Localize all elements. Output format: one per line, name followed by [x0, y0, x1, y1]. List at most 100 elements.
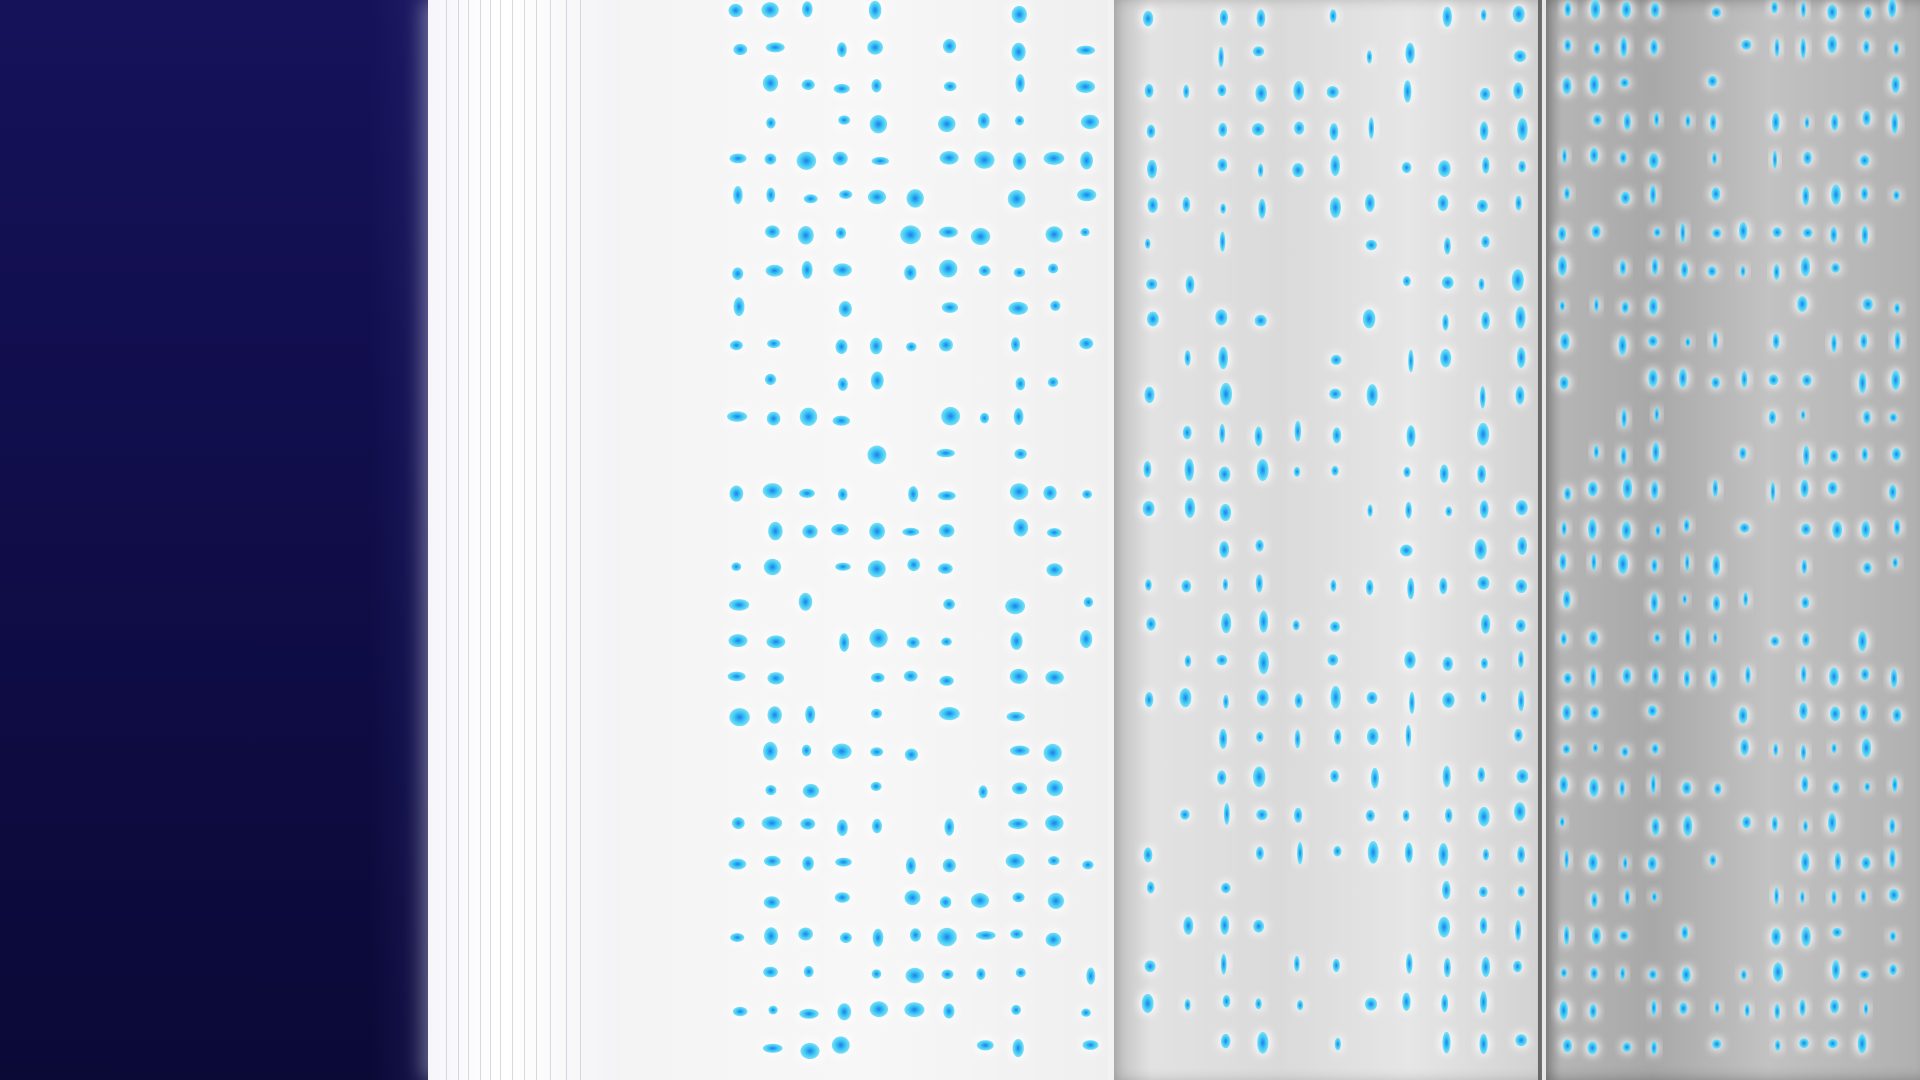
- glowing-dot-glyph: [805, 706, 815, 724]
- glowing-dot-glyph: [1620, 37, 1627, 58]
- glowing-dot-glyph: [1654, 228, 1661, 237]
- glowing-dot-glyph: [1563, 744, 1571, 754]
- glowing-dot-glyph: [1622, 301, 1629, 313]
- glowing-dot-glyph: [1256, 809, 1267, 820]
- glowing-dot-glyph: [1861, 668, 1869, 680]
- glowing-dot-glyph: [1005, 598, 1025, 614]
- glowing-dot-glyph: [835, 858, 852, 867]
- glowing-dot-glyph: [1518, 161, 1526, 173]
- glowing-dot-glyph: [1679, 368, 1687, 388]
- glowing-dot-glyph: [1481, 9, 1487, 21]
- glowing-dot-glyph: [1714, 783, 1722, 794]
- glowing-dot-glyph: [732, 817, 745, 829]
- glowing-dot-glyph: [867, 40, 883, 55]
- glowing-dot-glyph: [1514, 802, 1526, 821]
- glowing-dot-glyph: [1892, 557, 1898, 568]
- glowing-dot-glyph: [832, 744, 852, 760]
- glowing-dot-glyph: [1648, 705, 1657, 716]
- glowing-dot-glyph: [1889, 889, 1899, 902]
- glowing-dot-glyph: [1893, 190, 1900, 200]
- glowing-dot-glyph: [802, 525, 817, 539]
- glowing-dot-glyph: [1514, 729, 1523, 742]
- glowing-dot-glyph: [1010, 929, 1023, 939]
- glowing-dot-glyph: [763, 75, 778, 92]
- glowing-dot-glyph: [1708, 76, 1718, 87]
- glowing-dot-glyph: [1564, 926, 1570, 946]
- glowing-dot-glyph: [1442, 314, 1448, 330]
- glowing-dot-glyph: [767, 672, 784, 684]
- glowing-dot-glyph: [1405, 43, 1414, 64]
- glowing-dot-glyph: [1588, 481, 1598, 496]
- glowing-dot-glyph: [1047, 528, 1062, 537]
- glowing-dot-glyph: [1564, 487, 1571, 500]
- glowing-dot-glyph: [1440, 465, 1449, 483]
- glowing-dot-glyph: [1013, 1039, 1024, 1057]
- glowing-dot-glyph: [835, 892, 850, 903]
- glowing-dot-glyph: [733, 44, 747, 55]
- glowing-dot-glyph: [1334, 729, 1341, 745]
- glowing-dot-glyph: [939, 707, 960, 720]
- glowing-dot-glyph: [939, 338, 953, 351]
- glowing-dot-glyph: [1654, 112, 1659, 126]
- glowing-dot-glyph: [1297, 842, 1303, 865]
- glowing-dot-glyph: [1256, 847, 1264, 860]
- glowing-dot-glyph: [1889, 964, 1897, 975]
- glowing-dot-glyph: [1623, 668, 1632, 684]
- glowing-dot-glyph: [1480, 500, 1489, 518]
- glowing-dot-glyph: [730, 486, 744, 502]
- glowing-dot-glyph: [1329, 123, 1338, 140]
- glowing-dot-glyph: [1218, 347, 1228, 370]
- glowing-dot-glyph: [1481, 692, 1487, 703]
- glowing-dot-glyph: [1685, 115, 1690, 128]
- glowing-dot-glyph: [1368, 841, 1379, 864]
- glowing-dot-glyph: [804, 194, 818, 203]
- glowing-dot-glyph: [1477, 423, 1489, 446]
- glowing-dot-glyph: [1444, 238, 1451, 255]
- glowing-dot-glyph: [1799, 999, 1805, 1016]
- glowing-dot-glyph: [1858, 1034, 1867, 1054]
- glowing-dot-glyph: [869, 629, 887, 648]
- glowing-dot-glyph: [768, 706, 782, 724]
- glowing-dot-glyph: [1367, 692, 1378, 704]
- glowing-dot-glyph: [1046, 933, 1062, 947]
- glowing-dot-glyph: [1257, 9, 1266, 27]
- glowing-dot-glyph: [905, 890, 921, 905]
- glowing-dot-glyph: [1652, 744, 1659, 755]
- glowing-dot-glyph: [1295, 730, 1301, 749]
- glowing-dot-glyph: [900, 225, 921, 244]
- glowing-dot-glyph: [1649, 153, 1659, 169]
- glowing-dot-glyph: [1144, 387, 1154, 404]
- glowing-dot-glyph: [1772, 113, 1780, 132]
- glowing-dot-glyph: [1861, 521, 1870, 538]
- glowing-dot-glyph: [1769, 411, 1776, 424]
- glowing-dot-glyph: [764, 856, 781, 867]
- glowing-dot-glyph: [1330, 197, 1341, 218]
- glowing-dot-glyph: [1007, 712, 1025, 722]
- glowing-dot-glyph: [1715, 1002, 1720, 1013]
- glowing-dot-glyph: [835, 563, 851, 571]
- glowing-dot-glyph: [1255, 998, 1262, 1009]
- glowing-dot-glyph: [765, 785, 776, 795]
- glowing-dot-glyph: [798, 928, 813, 941]
- glowing-dot-glyph: [1012, 6, 1027, 23]
- glowing-dot-glyph: [1682, 782, 1691, 795]
- glowing-dot-glyph: [1713, 632, 1718, 643]
- glowing-dot-glyph: [1620, 152, 1627, 164]
- glowing-dot-glyph: [943, 1004, 954, 1019]
- glowing-dot-glyph: [1890, 931, 1896, 941]
- glowing-dot-glyph: [1404, 651, 1415, 668]
- glowing-dot-glyph: [1011, 337, 1020, 351]
- glowing-dot-glyph: [766, 635, 785, 648]
- glowing-dot-glyph: [1562, 149, 1567, 164]
- glowing-dot-glyph: [1479, 1034, 1487, 1054]
- glowing-dot-glyph: [1080, 152, 1093, 170]
- glowing-dot-glyph: [1480, 991, 1487, 1013]
- glowing-dot-glyph: [768, 1006, 777, 1015]
- glowing-dot-glyph: [1048, 377, 1059, 387]
- glowing-dot-glyph: [1439, 578, 1447, 595]
- glowing-dot-glyph: [800, 818, 815, 829]
- glowing-dot-glyph: [1708, 266, 1717, 276]
- glowing-dot-glyph: [834, 84, 850, 94]
